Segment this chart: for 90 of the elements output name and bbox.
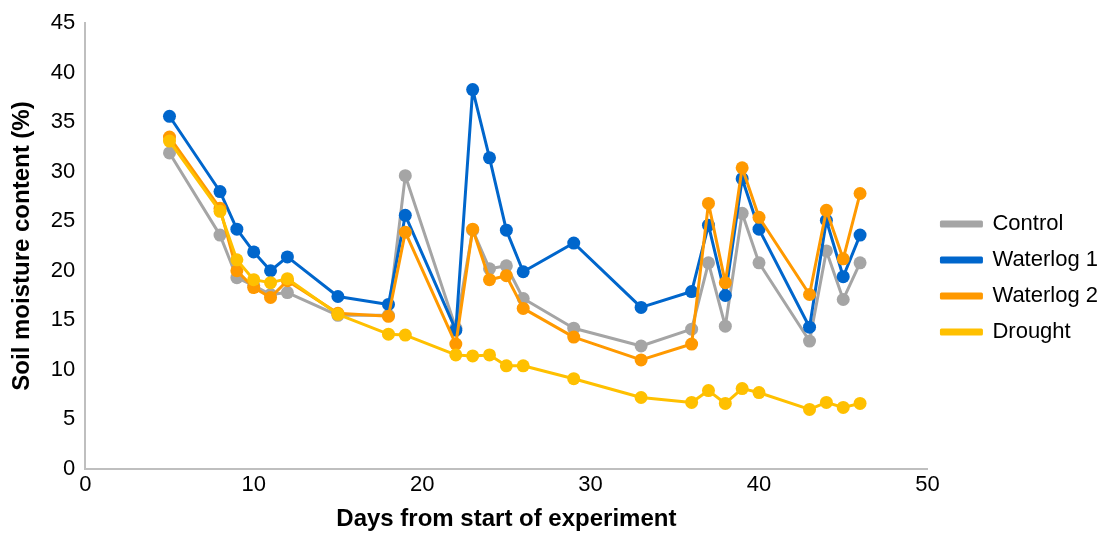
x-tick-label: 30 bbox=[578, 471, 603, 497]
point bbox=[567, 236, 581, 250]
point bbox=[264, 264, 278, 278]
point bbox=[803, 334, 817, 348]
point bbox=[634, 391, 648, 404]
point bbox=[803, 320, 817, 334]
point bbox=[836, 270, 850, 284]
x-axis-title: Days from start of experiment bbox=[336, 504, 677, 532]
x-tick-label: 10 bbox=[241, 471, 266, 497]
point bbox=[516, 359, 530, 373]
point bbox=[819, 203, 833, 217]
y-tick-label: 20 bbox=[50, 256, 76, 282]
y-tick-label: 5 bbox=[63, 405, 76, 431]
legend-label: Waterlog 1 bbox=[992, 246, 1099, 272]
legend-label: Waterlog 2 bbox=[992, 282, 1099, 308]
point bbox=[483, 273, 497, 287]
point bbox=[466, 349, 480, 363]
point bbox=[280, 250, 294, 264]
y-tick-label: 40 bbox=[50, 58, 76, 84]
point bbox=[836, 252, 850, 266]
point bbox=[685, 285, 699, 299]
point bbox=[398, 328, 412, 342]
point bbox=[567, 330, 581, 344]
y-tick-label: 25 bbox=[50, 207, 76, 233]
point bbox=[398, 208, 412, 222]
y-axis-title: Soil moisture content (%) bbox=[7, 101, 35, 391]
point bbox=[853, 396, 867, 410]
point bbox=[264, 276, 278, 290]
point bbox=[398, 169, 412, 183]
point bbox=[499, 359, 513, 373]
x-tick-label: 50 bbox=[915, 471, 940, 497]
point bbox=[718, 276, 732, 290]
point bbox=[752, 386, 766, 400]
point bbox=[516, 301, 530, 315]
point bbox=[836, 400, 850, 414]
legend-label: Control bbox=[992, 210, 1064, 236]
point bbox=[819, 395, 833, 409]
point bbox=[803, 402, 817, 416]
point bbox=[280, 286, 294, 300]
point bbox=[230, 253, 244, 267]
point bbox=[398, 225, 412, 239]
point bbox=[381, 327, 395, 341]
point bbox=[634, 339, 648, 353]
point bbox=[853, 228, 867, 242]
point bbox=[836, 292, 850, 306]
point bbox=[483, 151, 497, 165]
point bbox=[634, 353, 648, 367]
point bbox=[735, 382, 749, 396]
point bbox=[331, 290, 345, 303]
point bbox=[499, 269, 513, 283]
point bbox=[247, 273, 261, 287]
point bbox=[230, 222, 244, 236]
y-tick-label: 0 bbox=[63, 454, 76, 480]
y-tick-label: 30 bbox=[50, 157, 76, 183]
legend-label: Drought bbox=[992, 318, 1071, 344]
x-tick-label: 0 bbox=[79, 471, 92, 497]
point bbox=[718, 319, 732, 333]
point bbox=[685, 337, 699, 351]
y-tick-label: 15 bbox=[50, 306, 76, 332]
point bbox=[449, 348, 463, 362]
point bbox=[735, 161, 749, 175]
point bbox=[567, 372, 581, 386]
point bbox=[162, 146, 176, 160]
point bbox=[803, 288, 817, 302]
point bbox=[718, 396, 732, 410]
point bbox=[685, 395, 699, 409]
point bbox=[247, 245, 261, 259]
point bbox=[213, 228, 227, 242]
point bbox=[701, 384, 715, 398]
point bbox=[449, 337, 463, 351]
point bbox=[634, 300, 648, 314]
point bbox=[213, 185, 227, 199]
point bbox=[466, 83, 480, 97]
x-tick-label: 40 bbox=[746, 471, 772, 497]
y-tick-label: 10 bbox=[50, 355, 76, 381]
point bbox=[499, 223, 513, 237]
point bbox=[701, 256, 715, 270]
point bbox=[516, 265, 530, 279]
point bbox=[701, 196, 715, 210]
point bbox=[853, 256, 867, 270]
point bbox=[162, 109, 176, 123]
point bbox=[853, 187, 867, 201]
point bbox=[718, 289, 732, 303]
point bbox=[752, 256, 766, 270]
point bbox=[752, 210, 766, 224]
point bbox=[483, 348, 497, 362]
y-tick-label: 45 bbox=[50, 9, 76, 35]
y-tick-label: 35 bbox=[50, 108, 76, 134]
point bbox=[162, 134, 176, 148]
x-tick-label: 20 bbox=[409, 471, 435, 497]
